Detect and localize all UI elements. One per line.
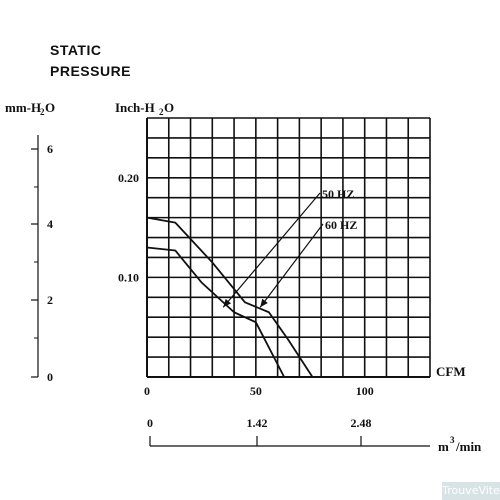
- y-axis-label-sub: 2: [159, 107, 164, 117]
- chart-axes: [31, 135, 430, 447]
- bottom-axis-label-sup: 3: [450, 435, 455, 445]
- bottom-axis-label-main: m: [438, 439, 449, 454]
- bottom-tick-label: 1.42: [247, 416, 268, 430]
- annotation-arrow-line: [259, 223, 324, 308]
- series-line-50-hz: [146, 246, 285, 378]
- y-tick-label: 0.20: [118, 171, 139, 185]
- annotation-label: 50 HZ: [322, 187, 354, 201]
- left-tick-label: 4: [47, 217, 53, 231]
- left-tick-label: 6: [47, 142, 53, 156]
- x-axis-label: CFM: [436, 364, 466, 379]
- watermark: TrouveVite: [442, 482, 500, 500]
- left-axis-label-main: mm-H: [5, 100, 41, 115]
- chart-title-line2: PRESSURE: [50, 63, 132, 79]
- bottom-axis-label-rest: /min: [455, 439, 482, 454]
- annotation-arrow-line: [222, 192, 321, 308]
- bottom-tick-label: 2.48: [351, 416, 372, 430]
- x-tick-label: 100: [356, 384, 374, 398]
- chart-grid: [146, 117, 431, 378]
- series-line-60-hz: [146, 216, 314, 378]
- chart-title-line1: STATIC: [50, 42, 102, 58]
- y-axis-label-tail: O: [164, 100, 174, 115]
- y-axis-label-main: Inch-H: [115, 100, 155, 115]
- left-tick-label: 2: [47, 293, 53, 307]
- y-tick-label: 0.10: [118, 270, 139, 284]
- x-tick-label: 0: [144, 384, 150, 398]
- left-tick-label: 0: [47, 370, 53, 384]
- annotation-arrow-head: [223, 298, 232, 308]
- left-axis-label-sub: 2: [40, 107, 45, 117]
- left-axis-label-tail: O: [45, 100, 55, 115]
- annotation-label: 60 HZ: [325, 218, 357, 232]
- x-tick-label: 50: [250, 384, 262, 398]
- chart-series: [146, 192, 324, 378]
- bottom-tick-label: 0: [147, 416, 153, 430]
- annotation-arrow-head: [260, 298, 268, 308]
